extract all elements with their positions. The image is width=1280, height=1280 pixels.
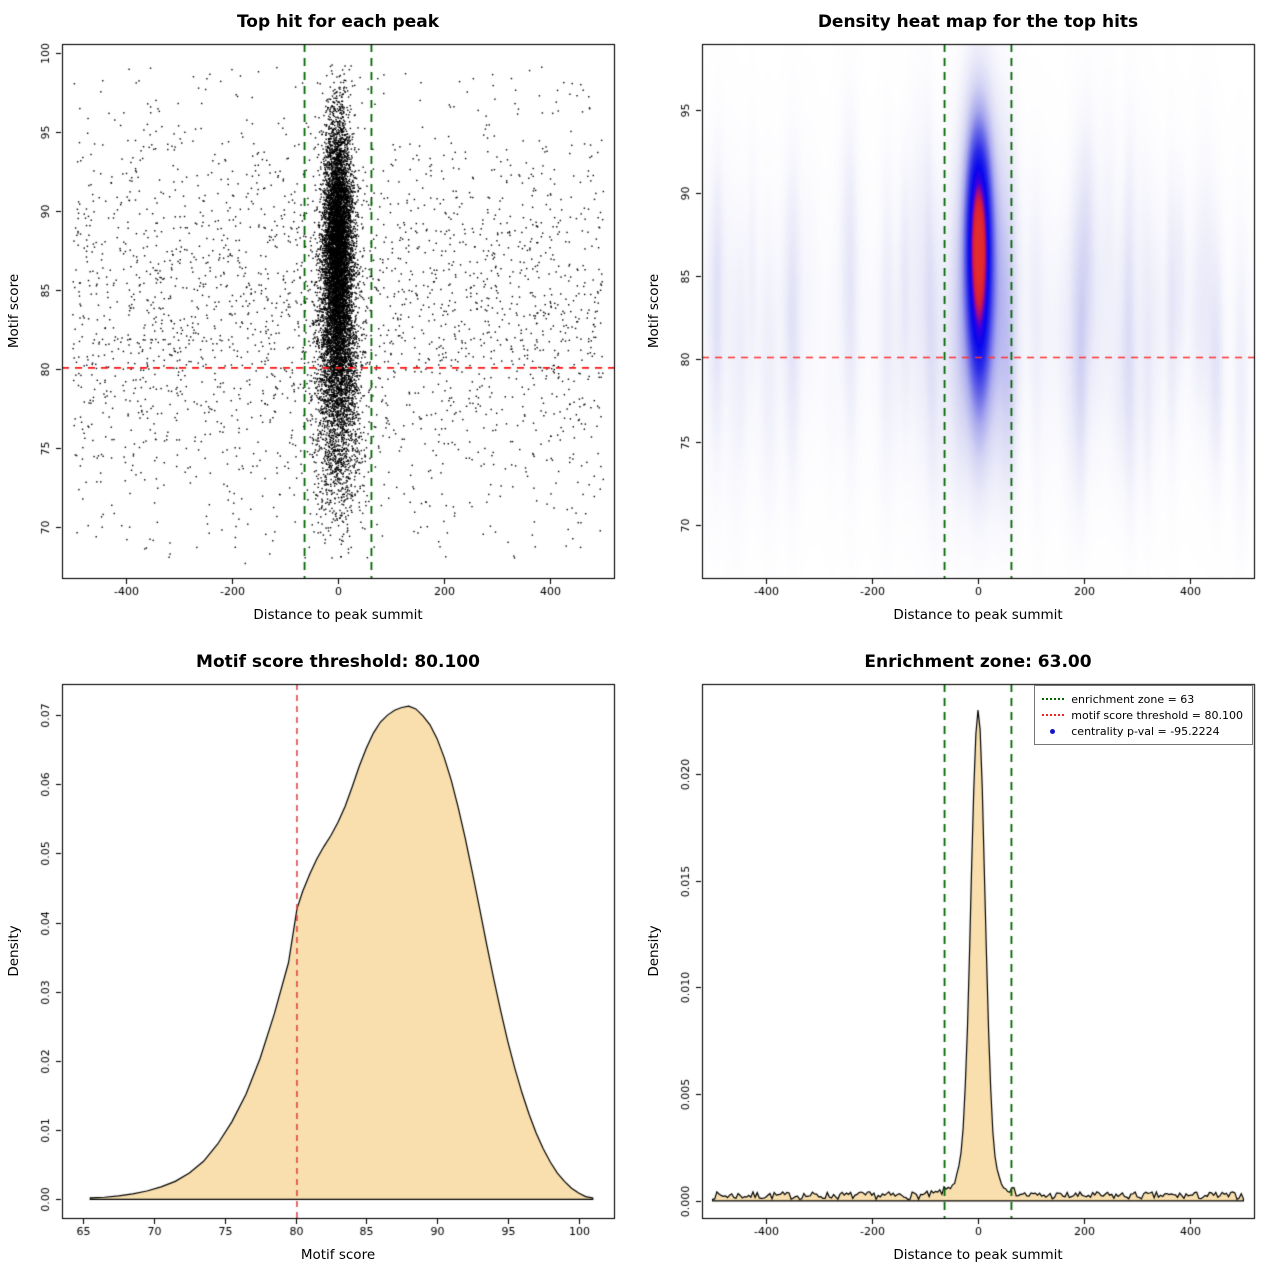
motif-threshold-line-icon [1042, 714, 1065, 716]
heatmap-canvas [640, 0, 1280, 640]
legend: enrichment zone = 63 motif score thresho… [1034, 685, 1253, 745]
scatter-x-axis-label: Distance to peak summit [253, 607, 423, 623]
legend-label: centrality p-val = -95.2224 [1071, 724, 1220, 738]
scatter-plot-canvas [0, 0, 640, 640]
legend-label: enrichment zone = 63 [1071, 692, 1195, 706]
centrality-pval-dot-icon [1050, 728, 1056, 734]
score-density-canvas [0, 640, 640, 1280]
enrichment-y-axis-label: Density [646, 925, 662, 977]
panel-top-hit-scatter: Top hit for each peak Distance to peak s… [0, 0, 640, 640]
legend-item-enrichment-zone: enrichment zone = 63 [1042, 691, 1243, 707]
scatter-title: Top hit for each peak [236, 12, 440, 32]
score-density-title: Motif score threshold: 80.100 [196, 652, 480, 672]
legend-label: motif score threshold = 80.100 [1071, 708, 1243, 722]
score-density-x-axis-label: Motif score [300, 1247, 376, 1263]
enrichment-zone-title: Enrichment zone: 63.00 [864, 652, 1092, 672]
legend-item-centrality-pval: centrality p-val = -95.2224 [1042, 723, 1243, 739]
distance-density-canvas [640, 640, 1280, 1280]
enrichment-x-axis-label: Distance to peak summit [893, 1247, 1063, 1263]
panel-density-heatmap: Density heat map for the top hits Distan… [640, 0, 1280, 640]
panel-motif-score-density: Motif score threshold: 80.100 Motif scor… [0, 640, 640, 1280]
enrichment-zone-line-icon [1042, 698, 1065, 700]
scatter-y-axis-label: Motif score [6, 273, 22, 349]
panel-enrichment-zone-density: Enrichment zone: 63.00 Distance to peak … [640, 640, 1280, 1280]
heatmap-title: Density heat map for the top hits [817, 12, 1139, 32]
heatmap-y-axis-label: Motif score [646, 273, 662, 349]
heatmap-x-axis-label: Distance to peak summit [893, 607, 1063, 623]
legend-item-motif-threshold: motif score threshold = 80.100 [1042, 707, 1243, 723]
score-density-y-axis-label: Density [6, 925, 22, 977]
